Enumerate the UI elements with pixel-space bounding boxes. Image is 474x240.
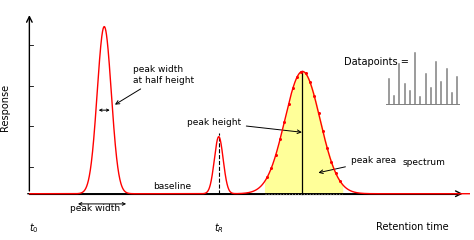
Text: peak width: peak width bbox=[70, 204, 120, 213]
Text: $t_0$: $t_0$ bbox=[29, 222, 39, 235]
Text: $t_R$: $t_R$ bbox=[214, 222, 224, 235]
Text: Datapoints =: Datapoints = bbox=[344, 57, 409, 67]
Text: Response: Response bbox=[0, 84, 10, 131]
Text: peak area: peak area bbox=[319, 156, 396, 174]
Text: peak height: peak height bbox=[187, 118, 301, 133]
Text: Retention time: Retention time bbox=[376, 222, 449, 232]
Text: peak width
at half height: peak width at half height bbox=[116, 65, 194, 104]
Text: baseline: baseline bbox=[153, 182, 191, 191]
Text: spectrum: spectrum bbox=[402, 158, 445, 167]
